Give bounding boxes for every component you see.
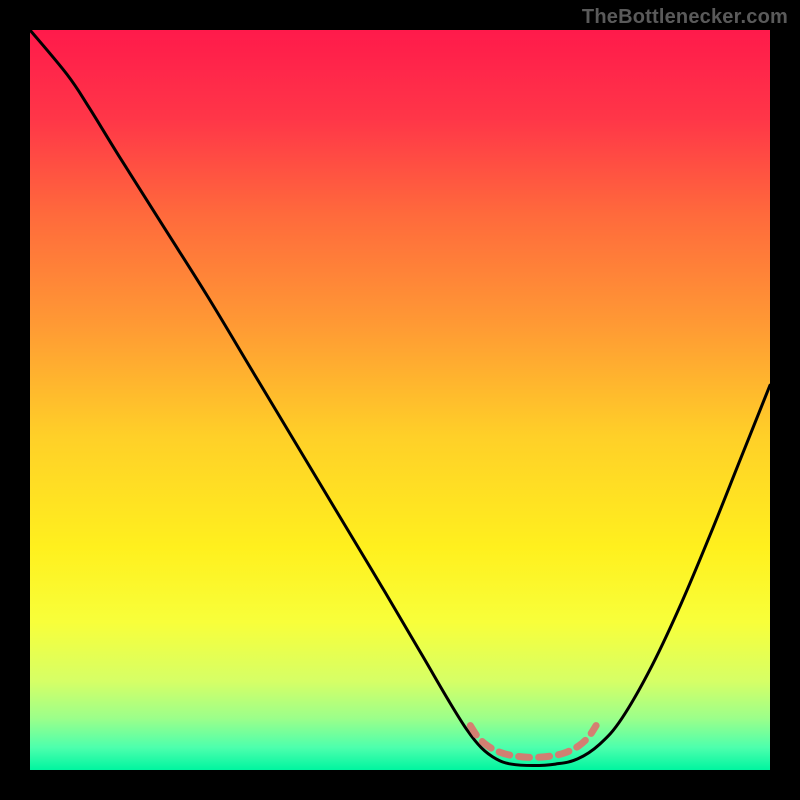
chart-container: TheBottlenecker.com — [0, 0, 800, 800]
plot-area — [30, 30, 770, 770]
watermark-text: TheBottlenecker.com — [582, 6, 788, 29]
gradient-background — [30, 30, 770, 770]
